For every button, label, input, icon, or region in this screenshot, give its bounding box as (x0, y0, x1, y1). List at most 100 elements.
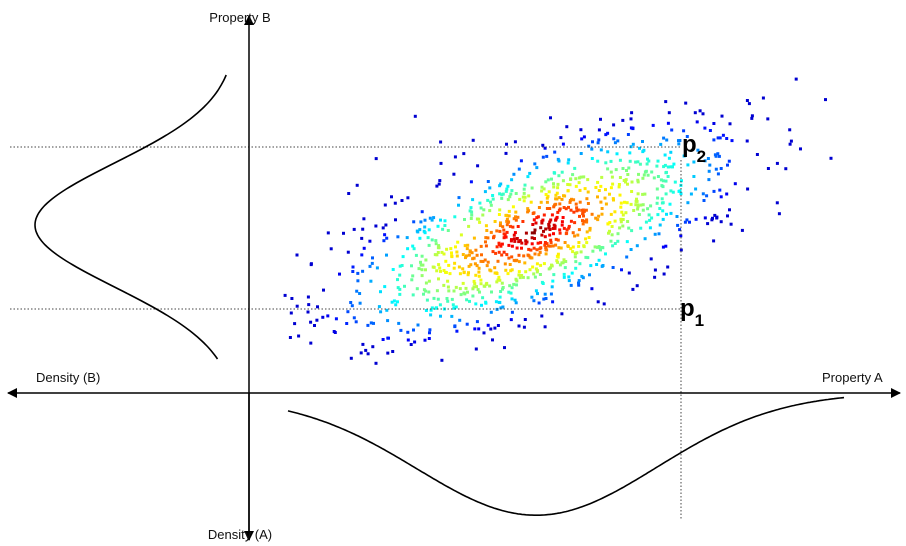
scatter-dot (470, 210, 474, 214)
scatter-dot (599, 117, 602, 121)
scatter-dot (499, 182, 503, 186)
scatter-dot (567, 275, 571, 279)
scatter-dot (552, 205, 556, 209)
scatter-dot (428, 331, 431, 335)
scatter-dot (544, 246, 548, 249)
scatter-dot (518, 239, 522, 243)
scatter-dot (559, 246, 563, 250)
scatter-dot (400, 264, 404, 267)
scatter-dot (547, 190, 551, 194)
scatter-dot (712, 138, 716, 142)
scatter-dot (510, 189, 514, 193)
scatter-dot (551, 227, 555, 230)
scatter-dot (553, 203, 557, 207)
scatter-dot (428, 328, 432, 332)
scatter-dot (430, 306, 434, 310)
scatter-dot (430, 238, 434, 242)
scatter-dot (719, 195, 723, 199)
scatter-dot (524, 270, 528, 274)
scatter-dot (396, 300, 399, 304)
scatter-dot (569, 219, 573, 223)
scatter-dot (696, 148, 700, 152)
scatter-dot (433, 253, 437, 257)
scatter-dot (541, 143, 545, 147)
scatter-dot (420, 268, 424, 272)
scatter-dot (465, 254, 468, 258)
scatter-dot (600, 207, 604, 210)
scatter-dot (587, 144, 591, 148)
scatter-dot (684, 101, 688, 105)
scatter-dot (657, 232, 661, 236)
scatter-dot (573, 221, 577, 225)
scatter-dot (499, 290, 503, 293)
scatter-dot (725, 137, 729, 140)
scatter-dot (452, 172, 456, 176)
scatter-dot (597, 245, 601, 248)
scatter-dot (530, 231, 534, 235)
scatter-dot (574, 266, 578, 270)
scatter-dot (439, 314, 442, 318)
scatter-dot (483, 258, 487, 262)
scatter-dot (569, 208, 573, 212)
scatter-dot (664, 179, 668, 183)
scatter-dot (549, 241, 553, 245)
scatter-dot (355, 183, 359, 187)
scatter-dot (514, 215, 517, 219)
axis-label: Density (A) (208, 527, 272, 542)
scatter-dot (524, 239, 528, 243)
scatter-dot (539, 263, 543, 267)
scatter-dot (750, 114, 754, 118)
scatter-dot (360, 236, 364, 240)
scatter-dot (604, 252, 607, 256)
density-b-curve (34, 74, 227, 360)
scatter-dot (498, 208, 502, 212)
scatter-dot (620, 210, 624, 214)
scatter-dot (463, 244, 467, 248)
scatter-dot (416, 230, 420, 234)
scatter-dot (512, 233, 516, 237)
scatter-dot (435, 184, 439, 188)
marker-label: p1 (680, 295, 704, 330)
scatter-dot (566, 189, 570, 193)
scatter-dot (635, 244, 639, 248)
scatter-dot (543, 235, 547, 239)
scatter-dot (670, 128, 674, 132)
scatter-dot (544, 227, 548, 231)
scatter-dot (571, 245, 575, 249)
scatter-dot (522, 254, 526, 258)
scatter-dot (293, 322, 297, 326)
scatter-dot (393, 201, 397, 205)
scatter-dot (554, 193, 558, 197)
scatter-dot (567, 224, 571, 228)
scatter-dot (646, 173, 650, 177)
scatter-dot (453, 261, 457, 265)
scatter-dot (556, 238, 560, 242)
scatter-dot (444, 259, 448, 263)
scatter-dot (692, 175, 696, 178)
scatter-dot (501, 225, 505, 229)
scatter-dot (526, 210, 530, 214)
scatter-dot (528, 171, 532, 175)
scatter-dot (629, 202, 633, 206)
scatter-dot (733, 182, 737, 186)
scatter-dot (634, 160, 638, 164)
scatter-dot (695, 120, 699, 124)
scatter-dot (452, 306, 456, 310)
scatter-dot (574, 260, 578, 264)
scatter-dot (549, 266, 552, 270)
scatter-dot (512, 172, 516, 176)
scatter-dot (514, 277, 518, 281)
scatter-dot (533, 237, 536, 240)
scatter-dot (420, 254, 424, 258)
scatter-dot (630, 111, 634, 115)
scatter-dot (708, 163, 712, 167)
scatter-dot (649, 204, 653, 208)
scatter-dot (475, 264, 479, 268)
scatter-dot (495, 245, 499, 249)
scatter-dot (677, 142, 681, 146)
scatter-dot (582, 175, 586, 179)
scatter-dot (647, 213, 651, 217)
scatter-dot (635, 197, 638, 201)
scatter-dot (452, 266, 456, 270)
scatter-dot (515, 246, 519, 250)
